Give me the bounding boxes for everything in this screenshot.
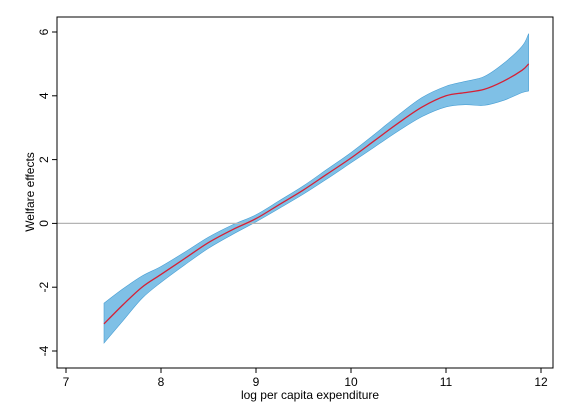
plot-area bbox=[57, 33, 553, 344]
y-axis-title: Welfare effects bbox=[23, 152, 37, 232]
y-tick-label: -4 bbox=[37, 345, 51, 356]
x-tick-label: 7 bbox=[63, 375, 70, 389]
x-tick-label: 8 bbox=[158, 375, 165, 389]
x-tick-label: 11 bbox=[440, 375, 453, 389]
y-tick-label: 4 bbox=[37, 92, 51, 99]
x-axis-title: log per capita expenditure bbox=[241, 388, 379, 402]
confidence-band bbox=[103, 33, 529, 344]
x-tick-label: 12 bbox=[534, 375, 548, 389]
estimate-line bbox=[103, 63, 530, 325]
axes: 7 8 9 10 11 12 -4 -2 0 2 4 6 bbox=[37, 16, 554, 389]
y-tick-label: 6 bbox=[37, 28, 51, 35]
plot-frame bbox=[56, 16, 554, 369]
y-tick-label: 0 bbox=[37, 220, 51, 227]
x-tick-label: 9 bbox=[253, 375, 260, 389]
y-tick-label: 2 bbox=[37, 156, 51, 163]
y-tick-label: -2 bbox=[37, 282, 51, 293]
x-tick-label: 10 bbox=[344, 375, 358, 389]
